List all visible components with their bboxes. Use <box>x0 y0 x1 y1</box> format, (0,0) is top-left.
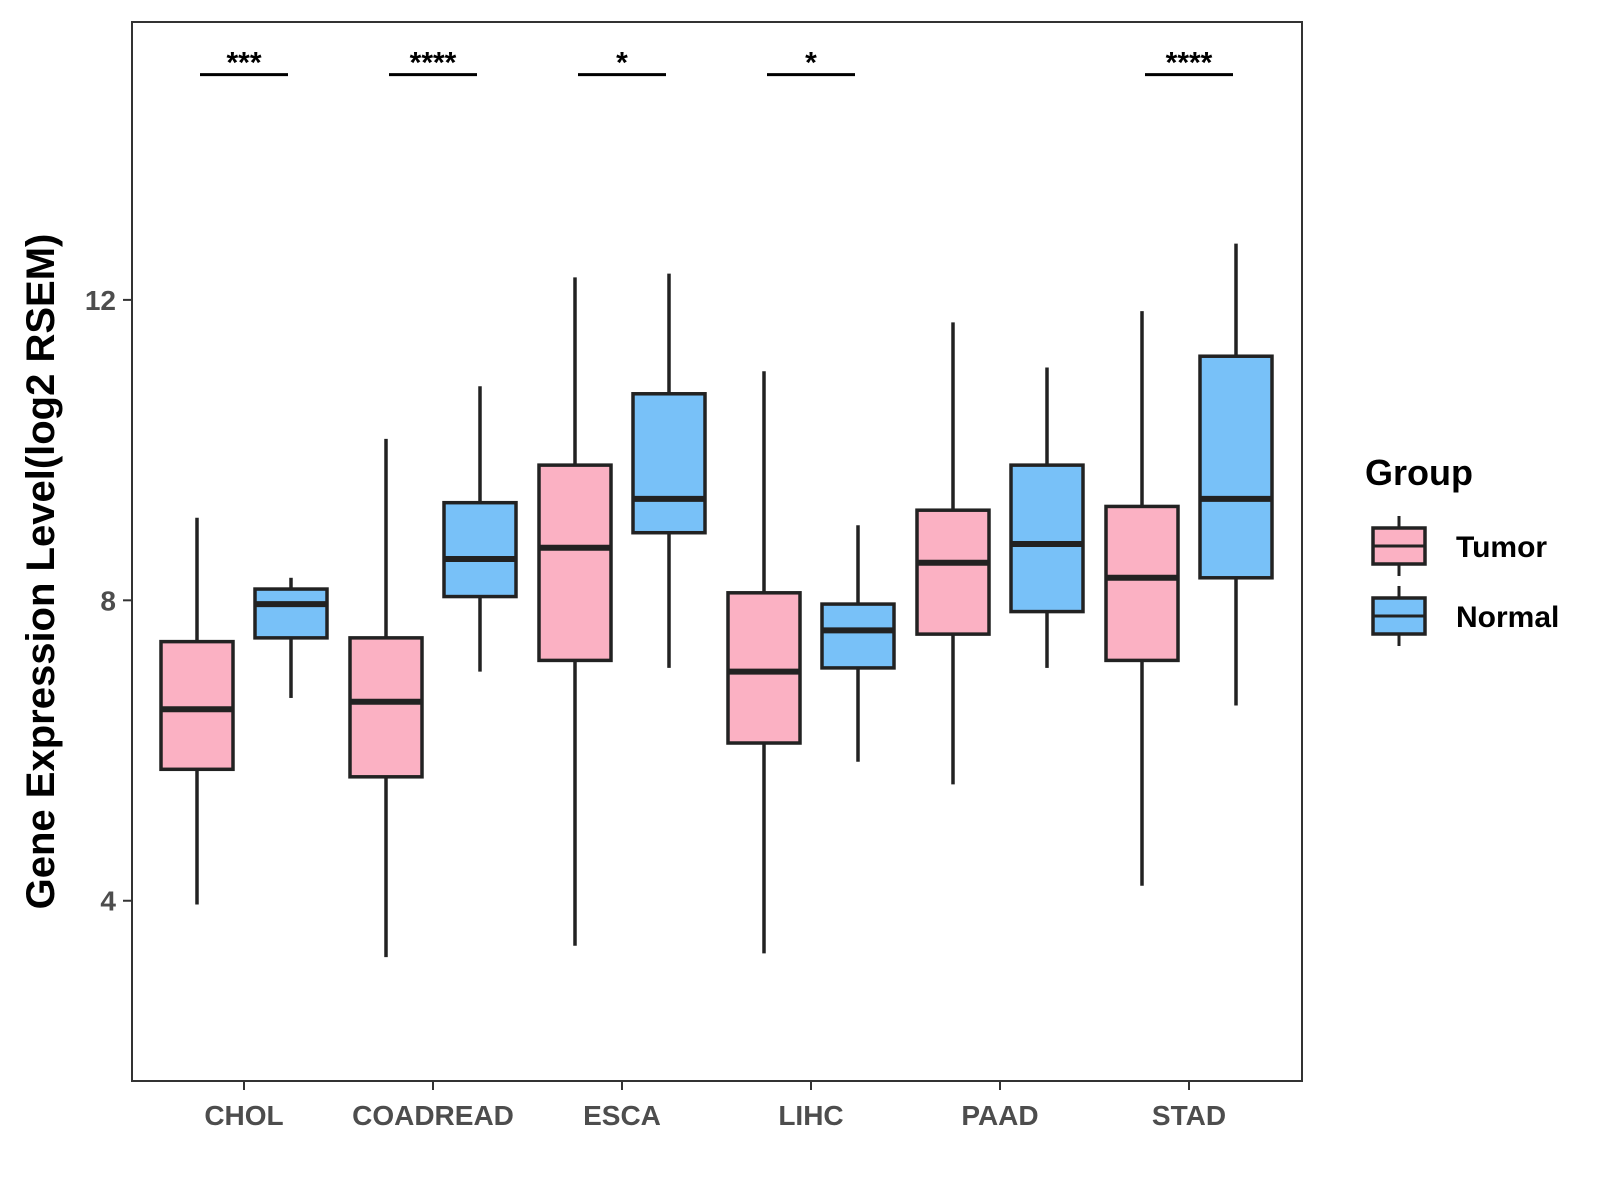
significance-label: * <box>616 47 628 80</box>
box-body <box>726 591 802 745</box>
box-normal-paad <box>1009 367 1085 668</box>
box-body <box>1009 463 1085 614</box>
box-normal-chol <box>253 577 329 698</box>
box-normal-stad <box>1198 243 1274 706</box>
box-body <box>537 463 613 663</box>
x-tick-label: COADREAD <box>352 1100 514 1131</box>
x-tick-label: ESCA <box>583 1100 661 1131</box>
box-body <box>1198 354 1274 580</box>
legend-item-tumor: Tumor <box>1371 516 1547 576</box>
box-body <box>915 508 991 636</box>
box-tumor-stad <box>1104 311 1180 886</box>
box-tumor-lihc <box>726 371 802 954</box>
box-body <box>631 392 707 535</box>
legend-title: Group <box>1365 452 1473 493</box>
x-tick-label: CHOL <box>204 1100 283 1131</box>
box-body <box>348 636 424 779</box>
significance-label: **** <box>1166 47 1213 80</box>
x-tick-label: PAAD <box>961 1100 1038 1131</box>
box-tumor-paad <box>915 322 991 785</box>
box-tumor-esca <box>537 277 613 946</box>
significance-label: * <box>805 47 817 80</box>
significance-label: *** <box>226 47 261 80</box>
panel-border <box>131 21 1303 1082</box>
legend-item-normal: Normal <box>1371 586 1559 646</box>
significance-label: **** <box>410 47 457 80</box>
axes: 4 8 12 CHOL COADREAD ESCA LIHC PAAD STAD <box>85 21 1303 1131</box>
y-tick-label: 8 <box>100 585 116 616</box>
y-axis-title: Gene Expression Level(log2 RSEM) <box>19 234 63 910</box>
y-tick-label: 12 <box>85 285 116 316</box>
legend-label: Tumor <box>1456 531 1547 564</box>
legend-label: Normal <box>1456 601 1559 634</box>
box-body <box>820 602 896 670</box>
box-normal-coadread <box>442 386 518 672</box>
box-tumor-chol <box>159 517 235 905</box>
box-body <box>253 587 329 640</box>
x-tick-label: LIHC <box>778 1100 843 1131</box>
box-normal-esca <box>631 273 707 668</box>
box-normal-lihc <box>820 525 896 762</box>
box-body <box>1104 504 1180 663</box>
legend: Group Tumor Normal <box>1365 452 1559 646</box>
box-body <box>159 639 235 772</box>
x-tick-label: STAD <box>1152 1100 1226 1131</box>
box-tumor-coadread <box>348 438 424 958</box>
plot-area: *** **** * * **** <box>159 47 1274 958</box>
box-body <box>442 500 518 599</box>
y-tick-label: 4 <box>100 886 116 917</box>
